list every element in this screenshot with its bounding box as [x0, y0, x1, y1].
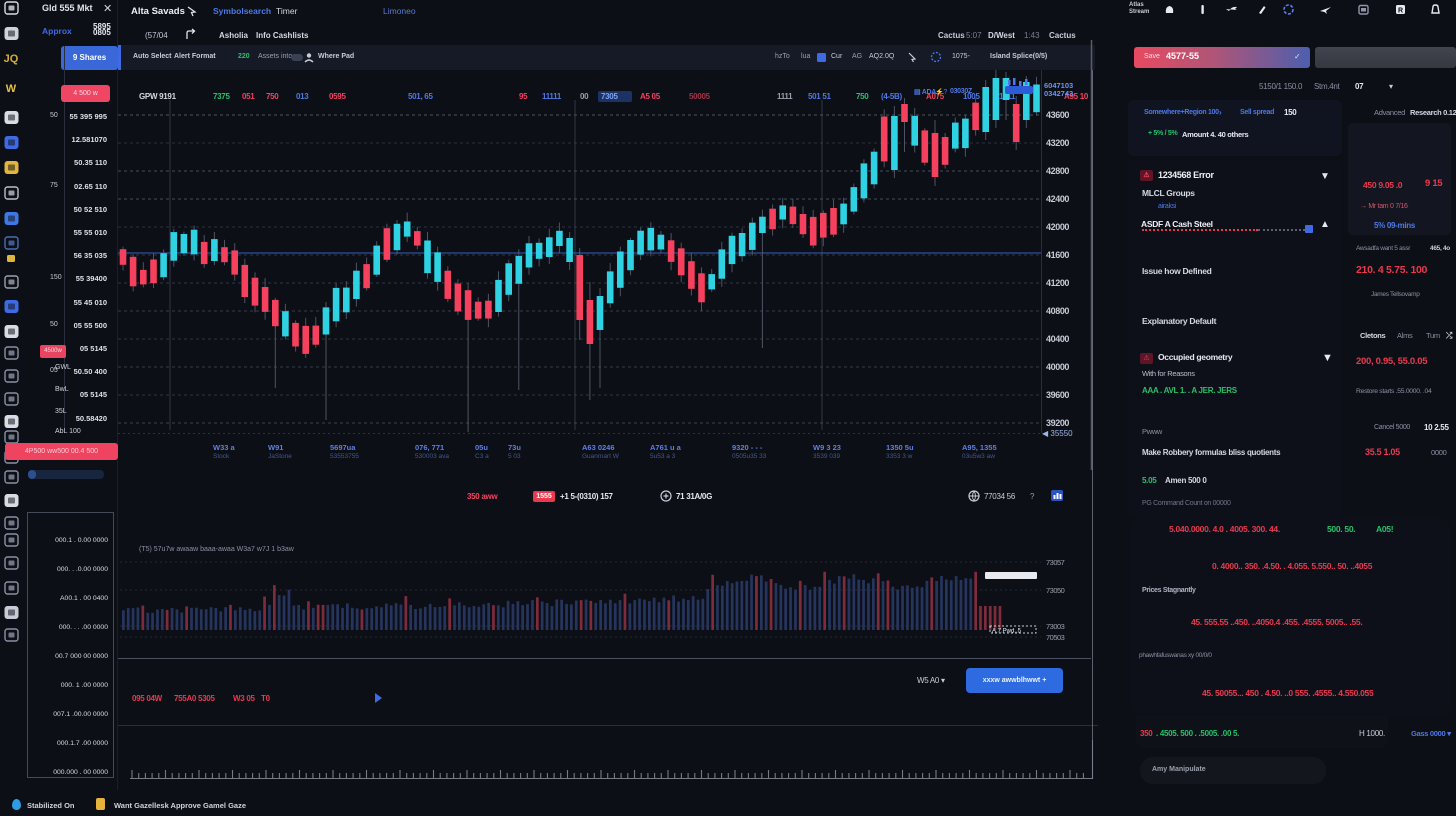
svg-text:0342743: 0342743: [1044, 89, 1073, 98]
svg-text:73003: 73003: [1046, 622, 1065, 631]
svg-text:40800: 40800: [1046, 306, 1069, 316]
svg-text:43600: 43600: [1046, 110, 1069, 120]
svg-text:42400: 42400: [1046, 194, 1069, 204]
svg-text:W: W: [6, 83, 17, 95]
svg-text:40400: 40400: [1046, 334, 1069, 344]
svg-text:(T5) 57u7w awaaw baaa-awaa W3a: (T5) 57u7w awaaw baaa-awaa W3a7 w7J 1 b3…: [139, 546, 295, 553]
svg-text:41600: 41600: [1046, 250, 1069, 260]
svg-text:43200: 43200: [1046, 138, 1069, 148]
svg-text:39600: 39600: [1046, 390, 1069, 400]
svg-text:41200: 41200: [1046, 278, 1069, 288]
svg-text:A.7.Pwd..5: A.7.Pwd..5: [992, 629, 1022, 635]
svg-text:73050: 73050: [1046, 586, 1065, 595]
svg-text:70503: 70503: [1046, 633, 1065, 642]
svg-text:◀ 35550: ◀ 35550: [1042, 429, 1073, 438]
svg-text:6047103: 6047103: [1044, 81, 1073, 90]
svg-text:39200: 39200: [1046, 418, 1069, 428]
svg-text:40000: 40000: [1046, 362, 1069, 372]
svg-text:42800: 42800: [1046, 166, 1069, 176]
svg-text:73057: 73057: [1046, 558, 1065, 567]
svg-text:JQ: JQ: [4, 53, 19, 65]
svg-text:R: R: [1398, 8, 1403, 15]
svg-text:42000: 42000: [1046, 222, 1069, 232]
